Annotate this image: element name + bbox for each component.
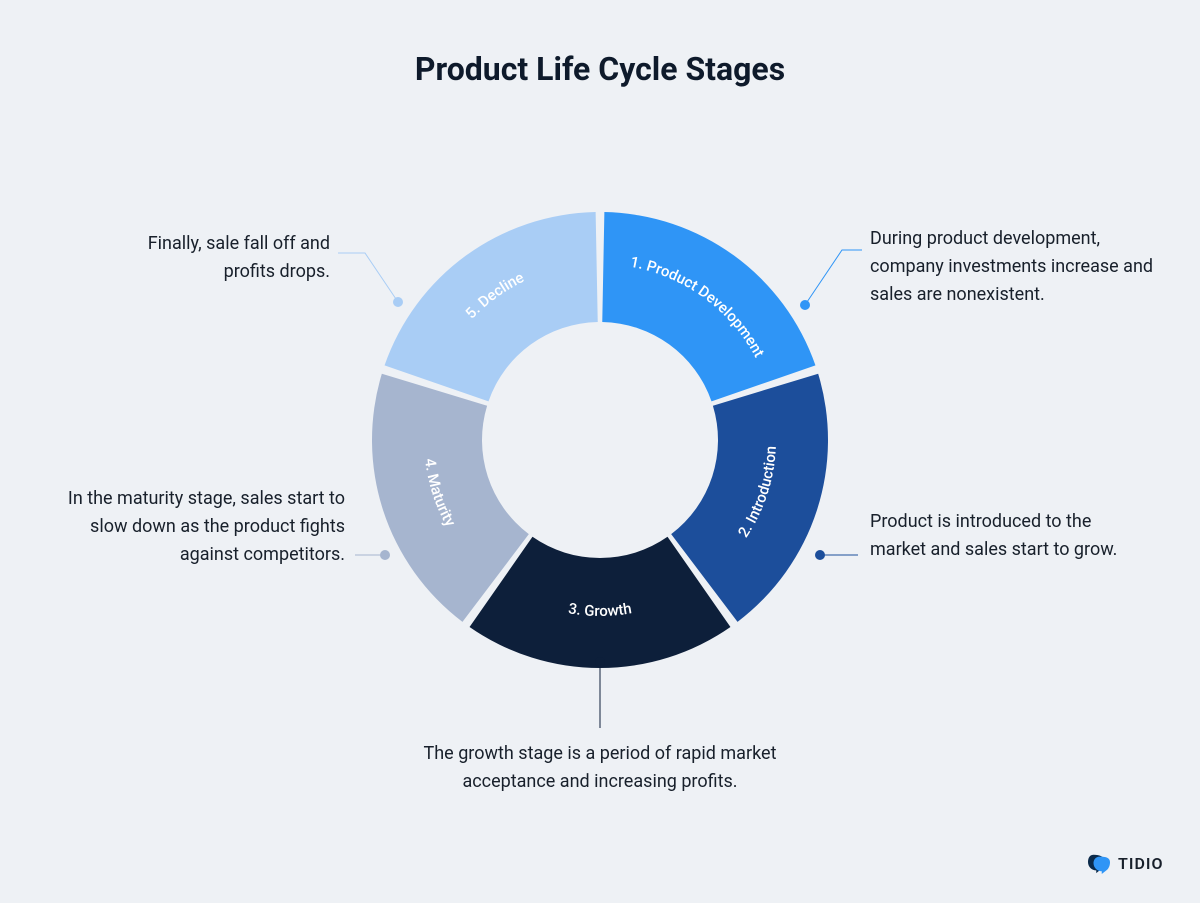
annotation-dev: During product development, company inve… xyxy=(870,225,1160,309)
leader-decline xyxy=(338,253,403,307)
leader-dot-growth xyxy=(595,657,605,667)
leader-intro xyxy=(815,550,858,560)
leader-dot-maturity xyxy=(380,550,390,560)
logo-front-shape xyxy=(1094,857,1111,874)
annotation-decline: Finally, sale fall off and profits drops… xyxy=(120,230,330,286)
leader-dev xyxy=(800,250,862,310)
leader-dot-dev xyxy=(800,300,810,310)
annotation-intro: Product is introduced to the market and … xyxy=(870,508,1130,564)
brand-logo-text: TIDIO xyxy=(1118,854,1164,873)
annotation-growth: The growth stage is a period of rapid ma… xyxy=(415,740,785,796)
leader-dot-decline xyxy=(393,297,403,307)
leader-maturity xyxy=(355,550,390,560)
leader-dot-intro xyxy=(815,550,825,560)
brand-logo: TIDIO xyxy=(1088,852,1164,874)
annotation-maturity: In the maturity stage, sales start to sl… xyxy=(65,485,345,569)
infographic-canvas: Product Life Cycle Stages 1. Product Dev… xyxy=(0,0,1200,903)
brand-logo-icon xyxy=(1088,852,1110,874)
donut-segment-label-growth: 3. Growth xyxy=(567,599,633,620)
